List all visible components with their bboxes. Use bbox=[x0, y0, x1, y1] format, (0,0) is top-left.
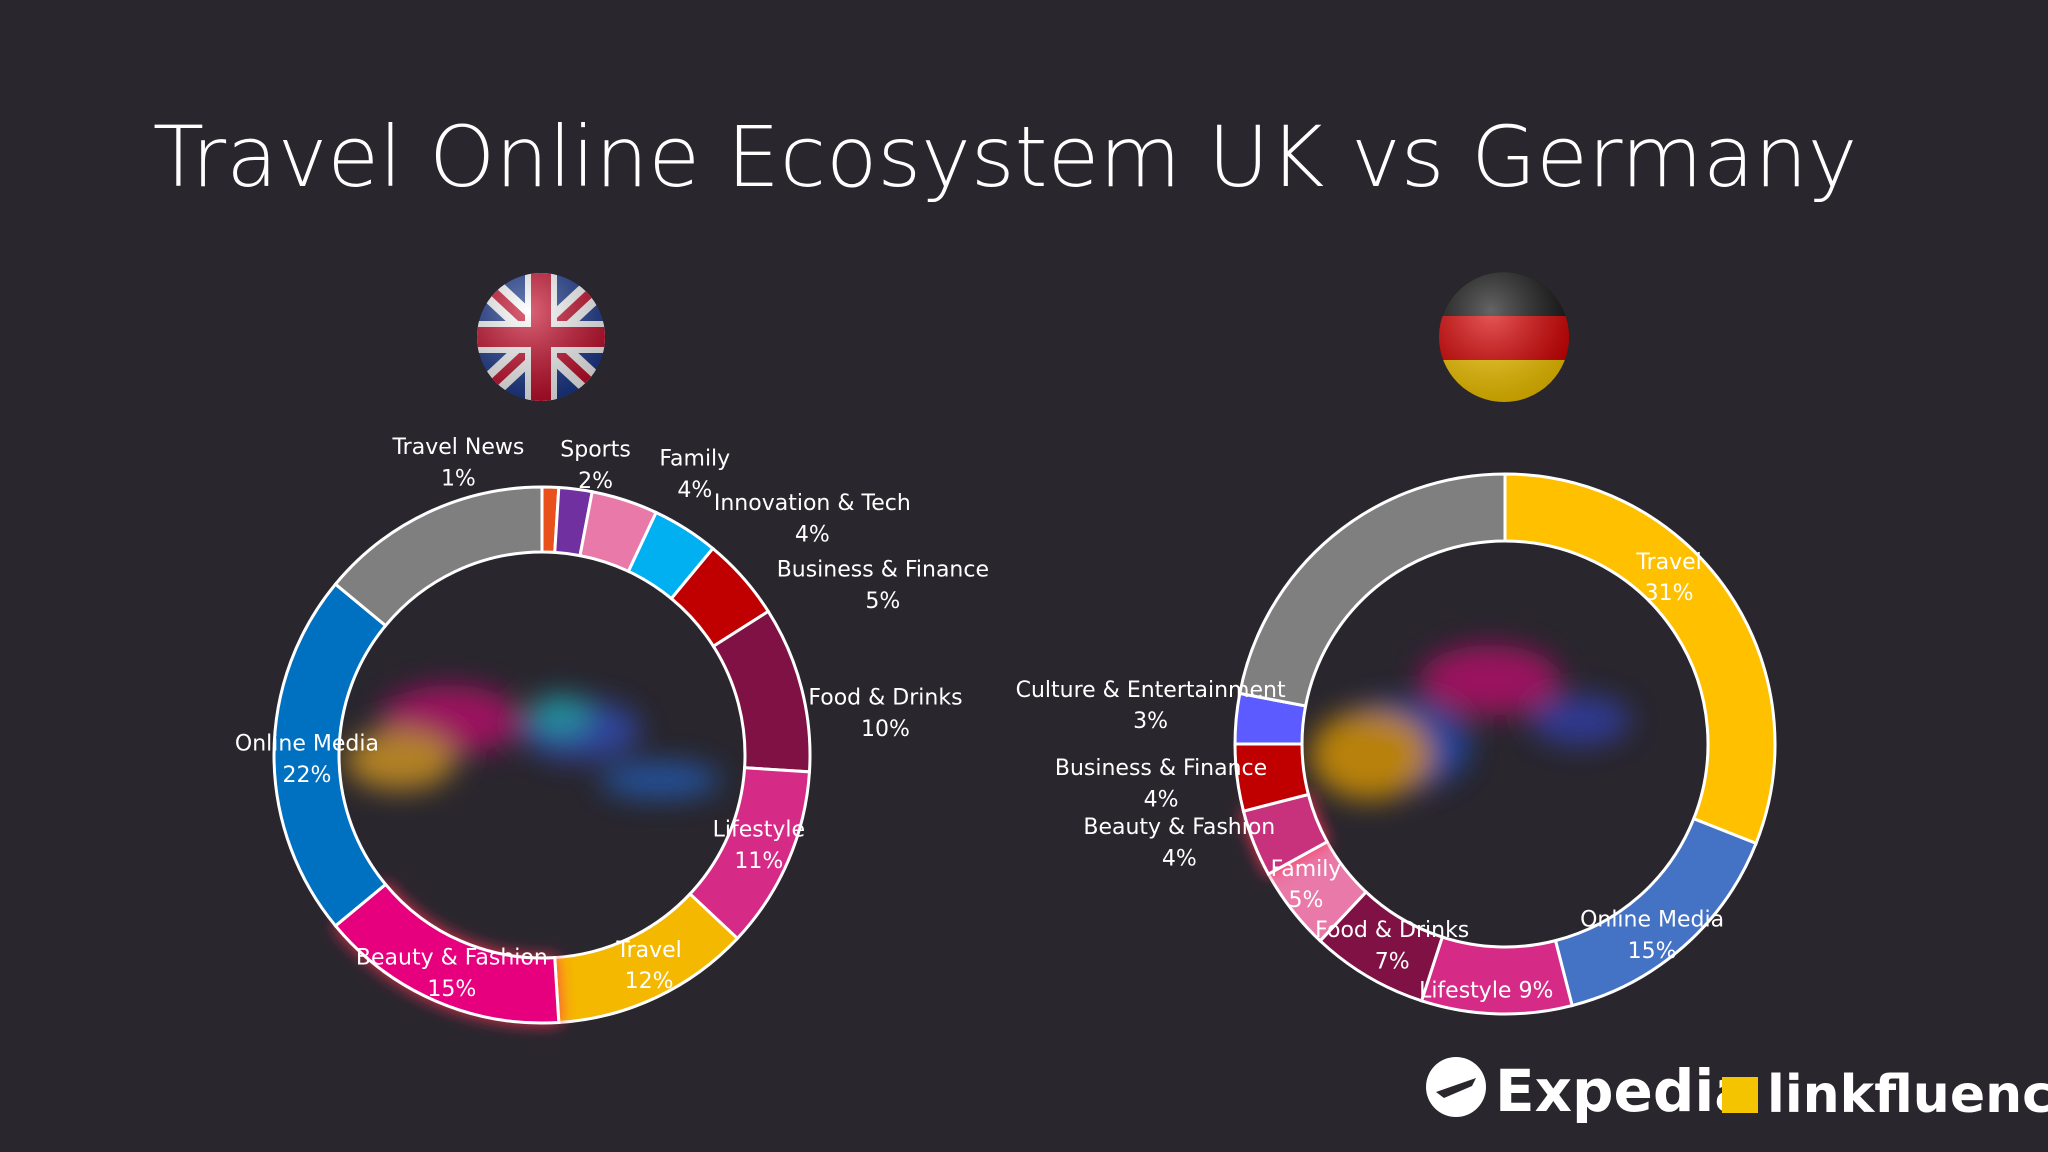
category-label: Family bbox=[659, 447, 730, 472]
category-label: Culture & Entertainment bbox=[1016, 678, 1286, 703]
category-label: Sports bbox=[560, 438, 631, 463]
value-label: 3% bbox=[1133, 709, 1168, 734]
value-label: 1% bbox=[441, 466, 476, 491]
linkfluence-icon bbox=[1722, 1077, 1758, 1113]
category-label: Lifestyle bbox=[1419, 978, 1511, 1003]
expedia-logo: Expedia bbox=[1495, 1057, 1753, 1125]
donut-segment bbox=[711, 609, 812, 774]
value-label: 9% bbox=[1518, 978, 1553, 1003]
value-label: 7% bbox=[1375, 950, 1410, 975]
category-label: Online Media bbox=[1580, 908, 1724, 933]
value-label: 2% bbox=[578, 469, 613, 494]
expedia-plane bbox=[1436, 1078, 1476, 1098]
segment-label: Lifestyle 9% bbox=[1419, 978, 1553, 1003]
value-label: 12% bbox=[625, 969, 674, 994]
category-label: Beauty & Fashion bbox=[1083, 815, 1275, 840]
category-label: Travel News bbox=[391, 435, 524, 460]
value-label: 5% bbox=[1289, 888, 1324, 913]
category-label: Beauty & Fashion bbox=[356, 946, 548, 971]
value-label: 22% bbox=[282, 763, 331, 788]
category-label: Business & Finance bbox=[1055, 756, 1267, 781]
value-label: 4% bbox=[1144, 788, 1179, 813]
category-label: Food & Drinks bbox=[808, 686, 962, 711]
value-label: 4% bbox=[1162, 846, 1197, 871]
value-label: 10% bbox=[861, 717, 910, 742]
value-label: 4% bbox=[795, 522, 830, 547]
category-label: Food & Drinks bbox=[1315, 918, 1469, 943]
value-label: 31% bbox=[1645, 581, 1694, 606]
value-label: 5% bbox=[865, 589, 900, 614]
category-label: Travel bbox=[1635, 550, 1701, 575]
donut bbox=[272, 485, 812, 1025]
donut-segment bbox=[1238, 472, 1507, 708]
category-label: Travel bbox=[615, 938, 681, 963]
germany-flag bbox=[1439, 272, 1569, 402]
title: Travel Online Ecosystem UK vs Germany bbox=[153, 108, 1858, 206]
category-label: Lifestyle bbox=[713, 818, 805, 843]
uk-flag bbox=[477, 273, 605, 401]
donut-segment bbox=[1503, 472, 1777, 846]
value-label: 15% bbox=[427, 977, 476, 1002]
donut bbox=[1233, 472, 1777, 1016]
value-label: 4% bbox=[677, 478, 712, 503]
linkfluence-logo: linkfluence bbox=[1767, 1065, 2048, 1125]
value-label: 15% bbox=[1628, 939, 1677, 964]
category-label: Innovation & Tech bbox=[714, 491, 911, 516]
category-label: Business & Finance bbox=[777, 558, 989, 583]
donut-segment bbox=[333, 485, 544, 628]
category-label: Online Media bbox=[235, 731, 379, 756]
value-label: 11% bbox=[734, 849, 783, 874]
network-visual bbox=[345, 645, 1630, 800]
category-label: Family bbox=[1271, 857, 1342, 882]
